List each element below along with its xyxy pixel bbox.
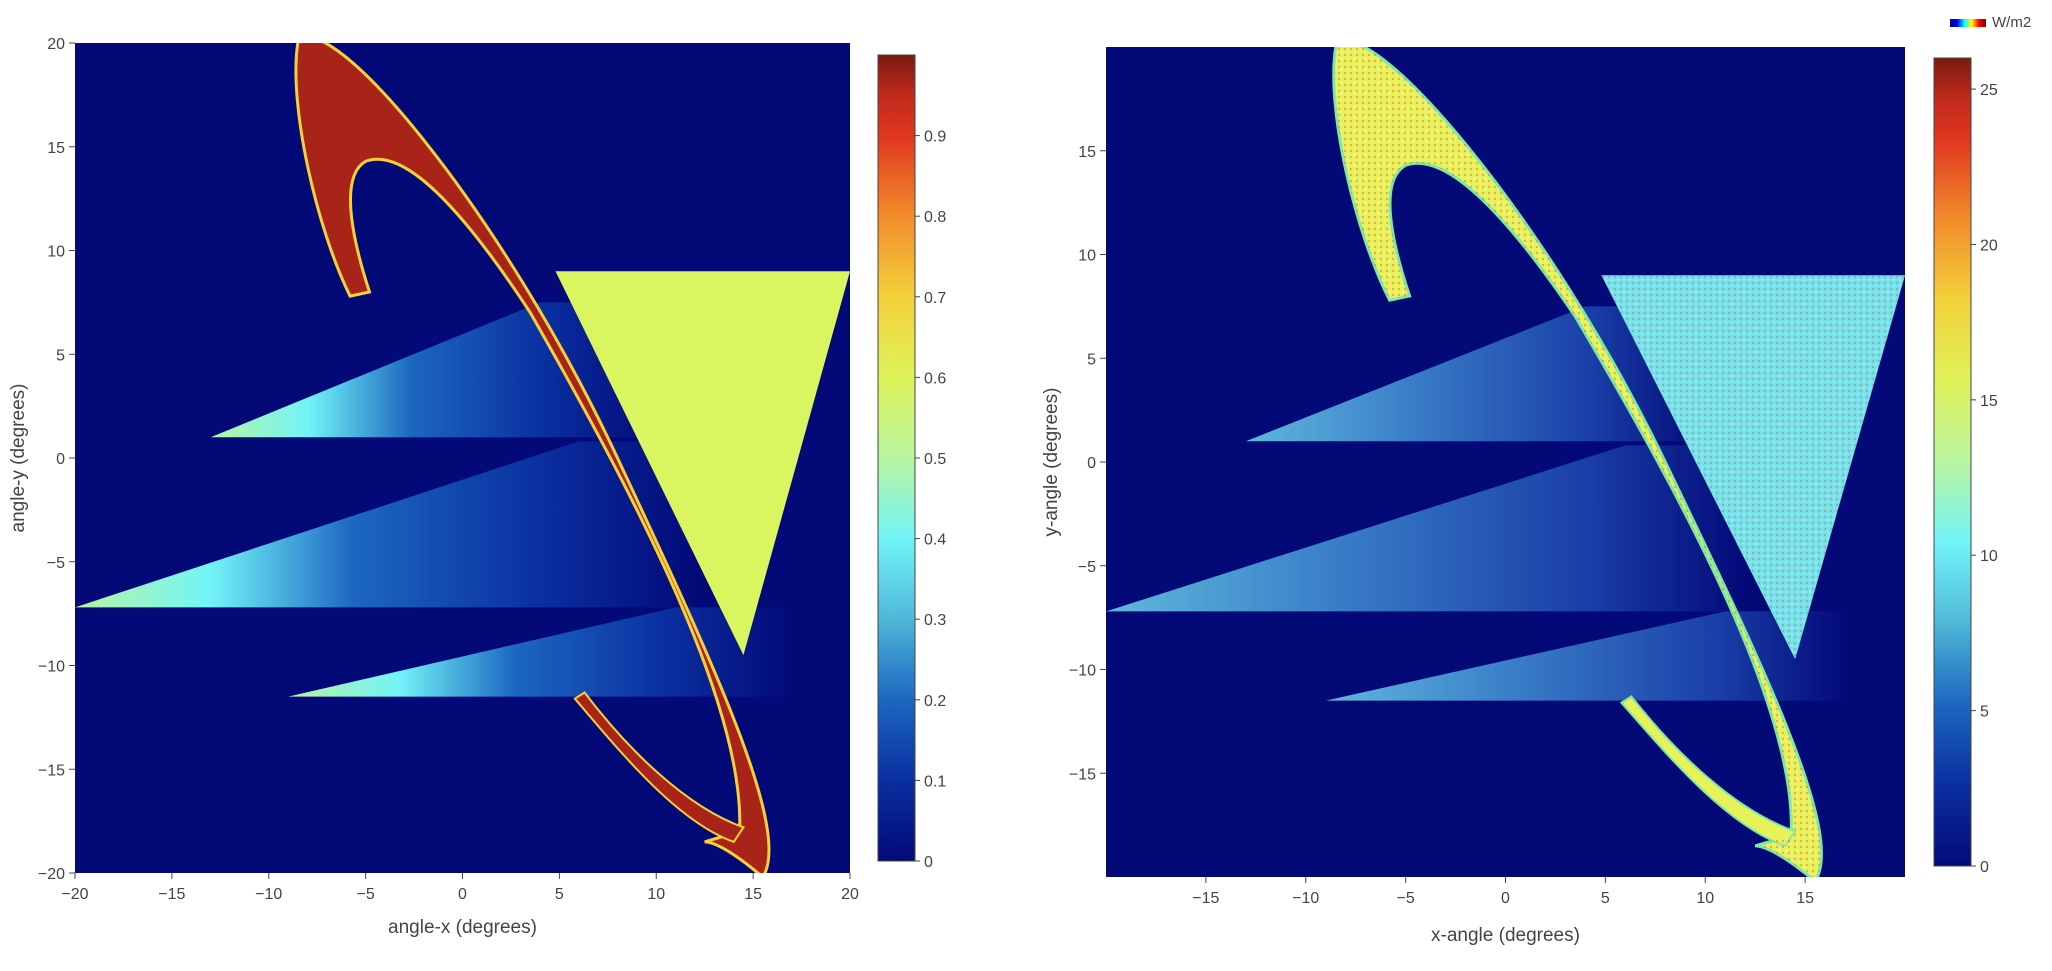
y-tick-label: 0 [56,451,65,468]
colorbar-tick-label: 0.9 [924,129,946,146]
colorbar-tick-label: 15 [1980,393,1998,410]
crescent-lower-arc [573,691,745,844]
crescent-main [294,43,771,873]
colorbar-tick-label: 0.6 [924,370,946,387]
colorbar [1933,57,1972,867]
wedge-bottom [288,607,792,697]
heatmap-panel-1 [69,42,920,879]
x-tick-label: 10 [647,886,665,903]
y-tick-label: −15 [38,762,65,779]
y-tick-label: −5 [47,555,65,572]
y-tick-label: 20 [47,36,65,53]
x-tick-label: 20 [841,886,859,903]
x-axis-title: angle-x (degrees) [388,917,537,938]
colorbar-tick-label: 0.7 [924,290,946,307]
colorbar-tick-label: 10 [1980,548,1998,565]
y-axis-title: angle-y (degrees) [8,384,29,533]
y-tick-label: 5 [56,347,65,364]
x-tick-label: −5 [1397,890,1415,907]
y-tick-label: 0 [1087,455,1096,472]
inverted-triangle [555,271,850,656]
x-tick-label: 15 [744,886,762,903]
y-axis-title: y-angle (degrees) [1041,388,1062,537]
colorbar-tick-label: 5 [1980,704,1989,721]
triangle-noise [1601,275,1905,660]
y-tick-label: 15 [1078,144,1096,161]
x-tick-label: 0 [1501,890,1510,907]
y-tick-label: −10 [38,659,65,676]
colorscale-icon [1950,18,1986,27]
wedge-bottom [1325,611,1846,701]
x-tick-label: −5 [357,886,375,903]
x-axis-title: x-angle (degrees) [1431,925,1580,946]
heatmap-panel-2 [1100,47,1976,883]
x-tick-label: −20 [61,886,88,903]
x-tick-label: −15 [158,886,185,903]
wedge-middle [1106,445,1746,612]
colorbar-tick-label: 0.2 [924,693,946,710]
colorbar-tick-label: 0.8 [924,209,946,226]
colorbar-tick-label: 0 [924,854,933,871]
y-tick-label: 10 [47,244,65,261]
colorscale-legend: W/m2 [1950,14,2031,31]
plot-area [1106,47,1905,877]
y-tick-label: −15 [1069,766,1096,783]
x-tick-label: 5 [555,886,564,903]
x-tick-label: 0 [458,886,467,903]
colorbar-tick-label: 0.1 [924,773,946,790]
y-tick-label: −10 [1069,663,1096,680]
colorbar-tick-label: 0.5 [924,451,946,468]
x-tick-label: −15 [1192,890,1219,907]
colorbar-tick-label: 0 [1980,859,1989,876]
x-tick-label: −10 [255,886,282,903]
x-tick-label: 15 [1796,890,1814,907]
x-tick-label: 10 [1696,890,1714,907]
y-tick-label: 15 [47,140,65,157]
colorbar-tick-label: 20 [1980,237,1998,254]
plot-area [75,43,850,873]
crescent-noise [1333,47,1822,877]
y-tick-label: −5 [1078,559,1096,576]
x-tick-label: −10 [1292,890,1319,907]
colorscale-legend-label: W/m2 [1992,14,2032,31]
y-tick-label: 5 [1087,351,1096,368]
colorbar [877,54,916,862]
colorbar-tick-label: 0.4 [924,532,946,549]
colorbar-tick-label: 25 [1980,82,1998,99]
colorbar-tick-label: 0.3 [924,612,946,629]
y-tick-label: 10 [1078,248,1096,265]
wedge-middle [75,441,695,608]
y-tick-label: −20 [38,866,65,883]
x-tick-label: 5 [1601,890,1610,907]
